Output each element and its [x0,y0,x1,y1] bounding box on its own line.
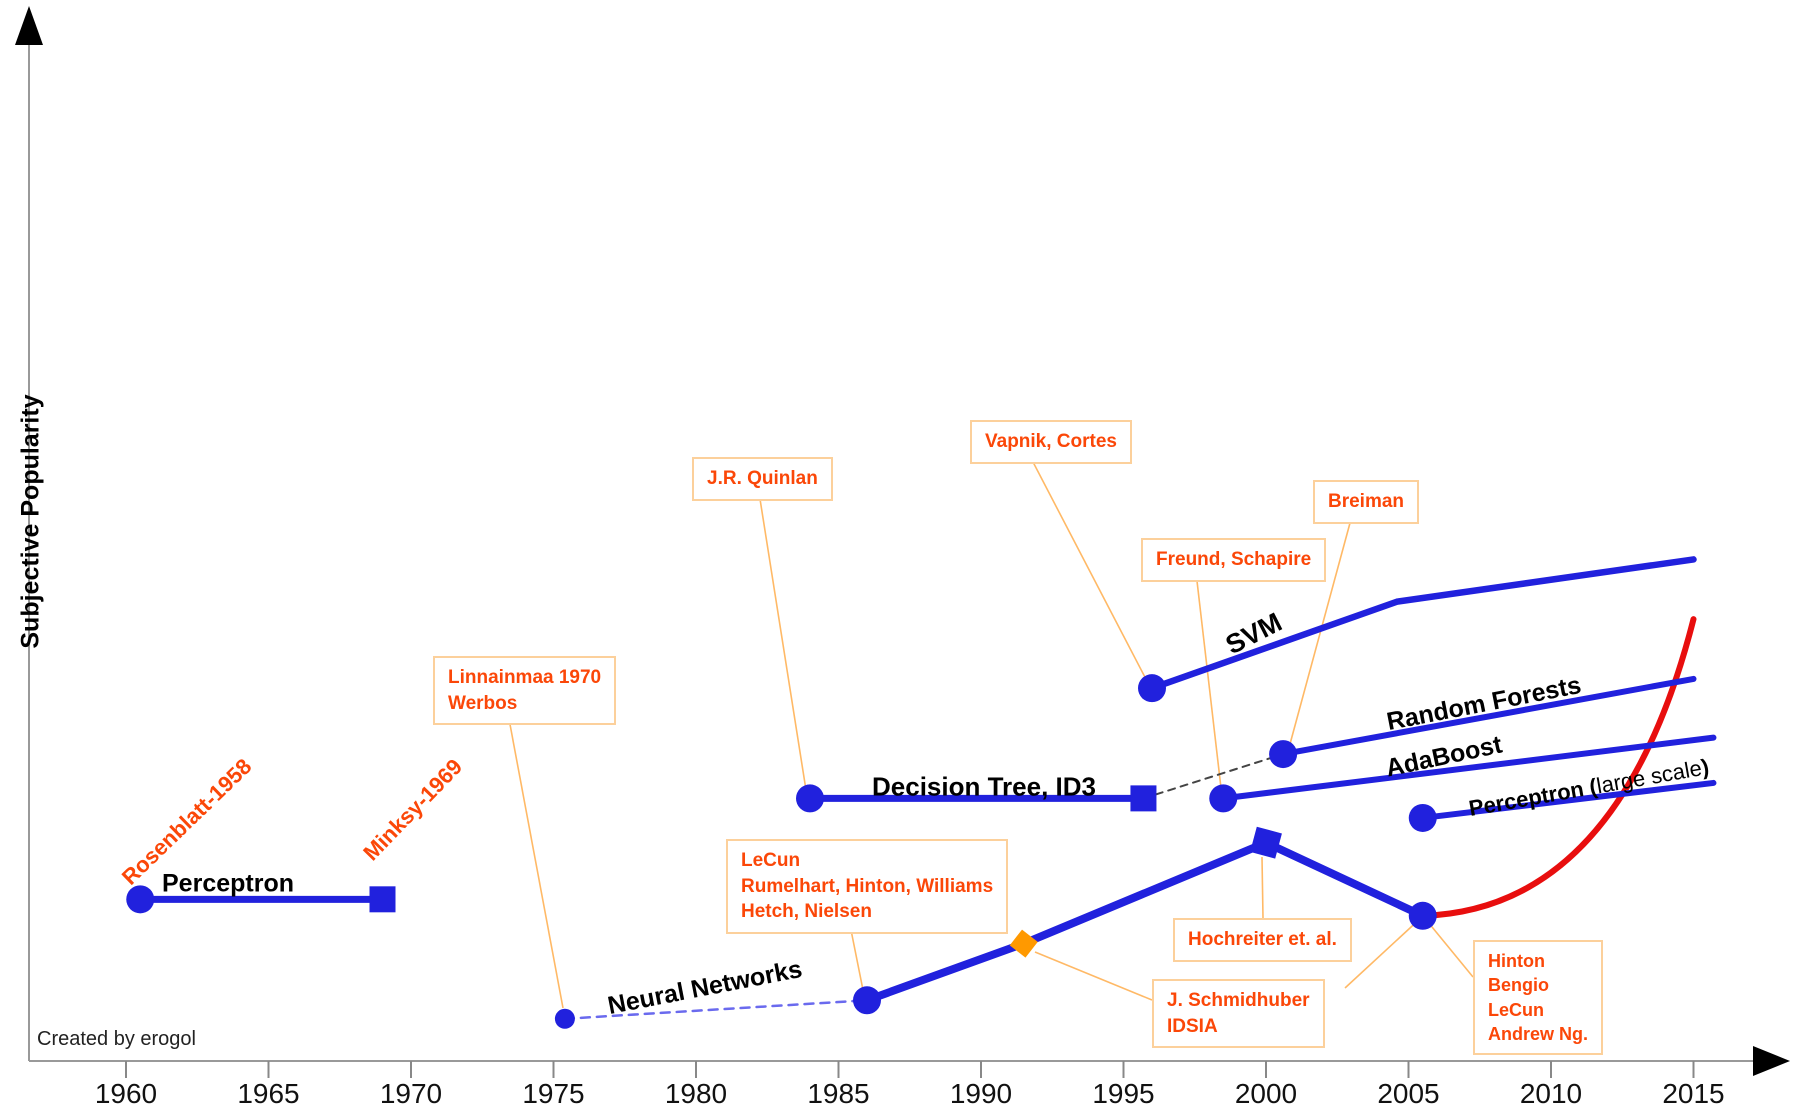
series-line-adaboost [1220,734,1717,802]
annotation-hinton-bengio-lecun-ng: Hinton Bengio LeCun Andrew Ng. [1473,940,1604,1056]
series-line-perceptron-large-scale [1419,779,1717,821]
annotation-pointer-line [1344,915,1424,989]
marker-circle-perceptron [126,885,155,914]
marker-circle-small-nn-dormant [554,1008,575,1029]
annotation-line: Breiman [1328,491,1405,512]
annotation-quinlan: J.R. Quinlan [692,457,833,501]
annotation-line: Andrew Ng. [1488,1023,1589,1044]
annotation-pointer-line [849,924,865,996]
annotation-pointer-line [1261,856,1264,919]
series-line-svm [1148,556,1697,692]
annotation-line: J. Schmidhuber [1167,990,1310,1011]
x-tick-label-1985: 1985 [807,1078,870,1109]
marker-circle-random-forests [1269,740,1298,769]
marker-circle-nn-rise [1408,901,1437,930]
x-tick-label-2000: 2000 [1234,1078,1298,1109]
x-tick-label-1990: 1990 [949,1078,1013,1109]
annotation-line: Hinton [1488,951,1545,971]
label-perceptron: Perceptron [162,869,294,898]
annotation-pointer-line [759,498,807,791]
annotation-breiman: Breiman [1313,480,1420,524]
x-tick-label-2015: 2015 [1662,1078,1725,1109]
annotation-line: LeCun [1488,999,1544,1020]
annotation-line: Vapnik, Cortes [985,431,1117,452]
x-tick-label-2010: 2010 [1519,1078,1583,1109]
marker-square-rot-nn-rise [1250,826,1282,859]
series-line-dt-to-rf-link [1142,753,1285,800]
annotation-line: Werbos [448,692,518,714]
annotation-pointer-line [1289,522,1351,745]
annotation-linnainmaa-werbos: Linnainmaa 1970 Werbos [433,656,617,726]
x-tick-label-1975: 1975 [522,1078,585,1109]
annotation-pointer-line [1034,951,1153,1001]
series-line-nn-dormant [563,999,869,1021]
annotation-pointer-line [1032,461,1149,684]
annotation-line: Bengio [1488,975,1549,996]
annotation-line: J.R. Quinlan [707,468,818,489]
marker-circle-nn-rise [853,986,881,1015]
annotation-line: Hochreiter et. al. [1188,929,1337,950]
credit-text: Created by erogol [37,1028,196,1050]
x-tick-label-1965: 1965 [237,1078,300,1109]
marker-circle-adaboost [1209,784,1238,813]
label-decision-tree: Decision Tree, ID3 [872,771,1096,802]
annotation-pointer-line [508,718,564,1009]
x-axis-arrow-icon [1753,1046,1790,1076]
marker-square-decision-tree [1130,785,1157,812]
annotation-line: IDSIA [1167,1015,1218,1037]
x-tick-label-1960: 1960 [94,1078,158,1109]
annotation-freund-schapire: Freund, Schapire [1141,538,1327,582]
marker-circle-decision-tree [796,784,824,813]
series-line-nn-rise [863,838,1427,1005]
annotation-pointer-line [1196,580,1222,789]
annotation-line: Linnainmaa 1970 [448,667,602,688]
annotation-vapnik-cortes: Vapnik, Cortes [970,420,1132,464]
y-axis-label: Subjective Popularity [16,394,45,649]
annotation-schmidhuber-idsia: J. Schmidhuber IDSIA [1152,979,1325,1049]
annotation-hochreiter: Hochreiter et. al. [1173,918,1352,962]
annotation-lecun-rumelhart: LeCun Rumelhart, Hinton, Williams Hetch,… [726,839,1009,934]
x-tick-label-1970: 1970 [379,1078,443,1109]
marker-circle-svm [1138,674,1166,703]
y-axis-arrow-icon [15,6,43,45]
marker-circle-perceptron-large-scale [1408,803,1437,832]
annotation-line: Freund, Schapire [1156,549,1312,570]
series-line-random-forests [1280,675,1697,758]
x-tick-label-1980: 1980 [664,1078,728,1109]
annotation-line: Hetch, Nielsen [741,901,872,923]
annotation-line: Rumelhart, Hinton, Williams [741,875,994,897]
marker-square-perceptron [369,886,396,913]
x-tick-label-2005: 2005 [1377,1078,1440,1109]
marker-diamond-nn-rise [1009,929,1038,958]
series-line-nn-deep-learning [1419,616,1697,919]
x-tick-label-1995: 1995 [1092,1078,1155,1109]
annotation-line: LeCun [741,850,801,871]
